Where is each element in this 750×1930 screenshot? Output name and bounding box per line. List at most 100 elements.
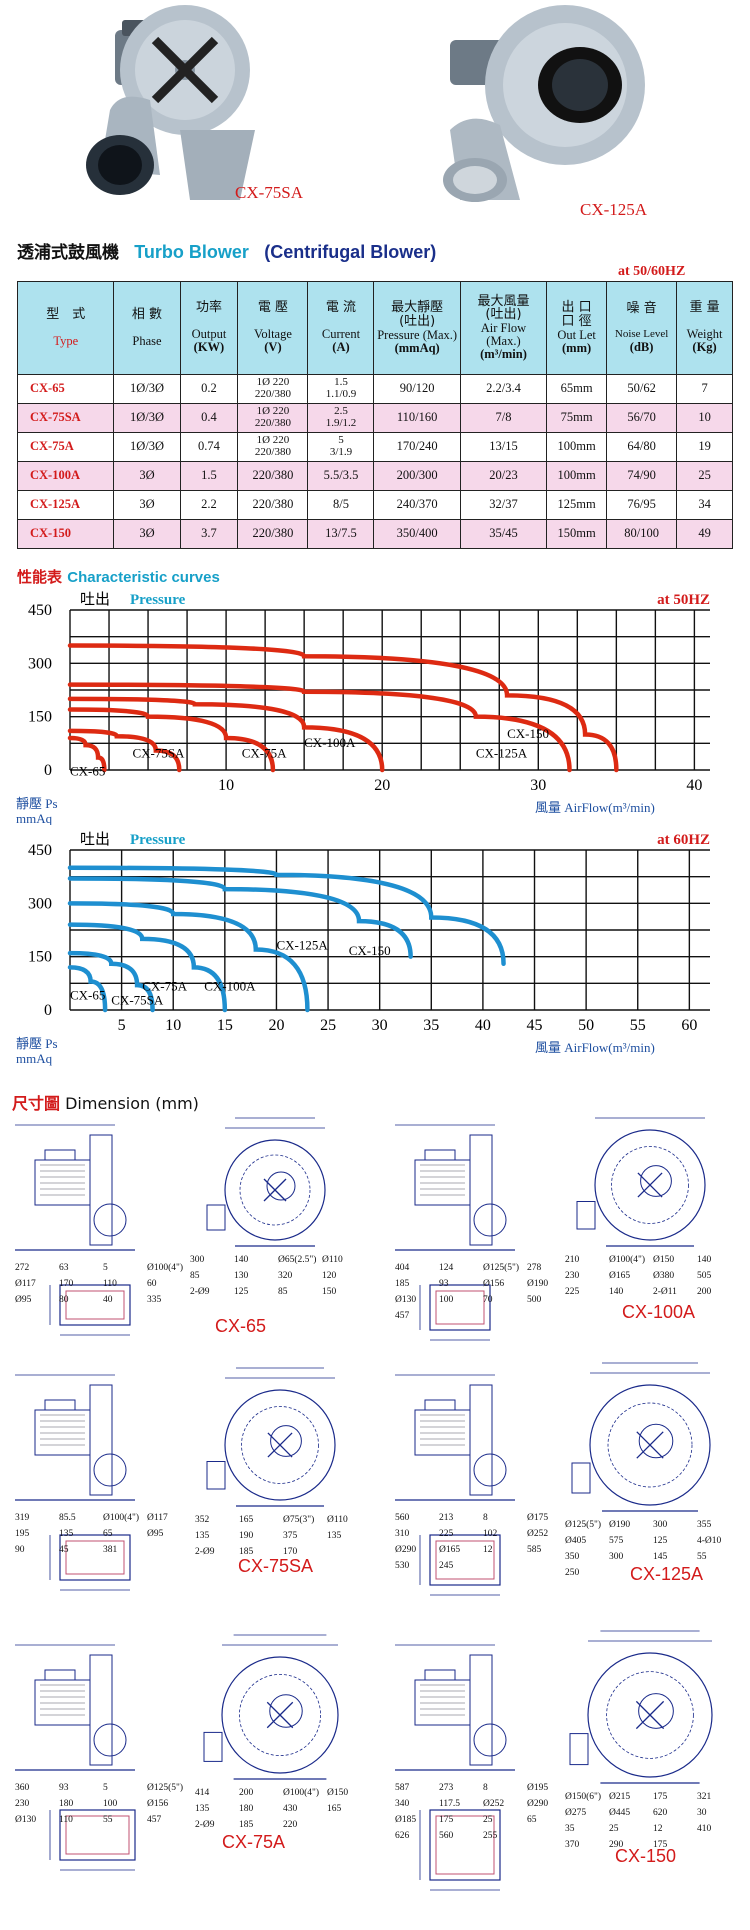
curve-label: CX-65: [70, 987, 105, 1002]
product-heading: 透浦式鼓風機 Turbo Blower (Centrifugal Blower): [17, 238, 436, 263]
cell-airflow: 32/37: [459, 490, 548, 520]
dim-value: 273: [439, 1783, 454, 1793]
cell-voltage: 220/380: [237, 461, 309, 491]
cell-outlet: 125mm: [546, 490, 608, 520]
dim-value: 90: [15, 1545, 25, 1555]
dim-value: 500: [527, 1295, 542, 1305]
cell-pressure: 350/400: [373, 519, 461, 549]
dim-value: 213: [439, 1513, 454, 1523]
frequency-note: at 50/60HZ: [618, 264, 686, 279]
dim-value: Ø405: [565, 1536, 586, 1546]
dim-value: Ø100(4"): [103, 1512, 139, 1523]
table-row: CX-75A 1Ø/3Ø 0.74 1Ø 220 220/380 5 3/1.9 1…: [16, 432, 733, 462]
x-tick-label: 45: [527, 1017, 543, 1034]
dim-value: Ø290: [527, 1799, 548, 1809]
dim-value: Ø65(2.5"): [278, 1254, 316, 1265]
dim-value: 12: [653, 1824, 663, 1834]
col-outlet: 出 口口 徑 Out Let (mm): [546, 281, 608, 375]
x-tick-label: 40: [686, 777, 702, 794]
dim-value: 278: [527, 1263, 542, 1273]
dim-value: 200: [239, 1788, 254, 1798]
dim-value: 225: [439, 1529, 454, 1539]
dim-value: 8: [483, 1513, 488, 1523]
dim-value: 180: [59, 1799, 74, 1809]
y-label-cn: 吐出: [80, 591, 110, 608]
x-tick-label: 50: [578, 1017, 594, 1034]
cell-model: CX-100A: [16, 461, 115, 491]
dim-value: 25: [483, 1815, 493, 1825]
dim-value: 55: [697, 1552, 707, 1562]
dim-value: Ø156: [147, 1799, 168, 1809]
dim-value: 170: [59, 1279, 74, 1289]
heading-cn: 透浦式鼓風機: [17, 243, 119, 263]
dim-value: 30: [697, 1808, 707, 1818]
dim-drawing-cx100: 404 124 Ø125(5") 278 185 93 Ø156 Ø190 Ø130 100 70 5…: [395, 1117, 712, 1341]
x-tick-label: 5: [118, 1017, 126, 1034]
dim-value: 360: [15, 1783, 30, 1793]
cell-weight: 7: [676, 374, 733, 404]
series-line-cx-100a: [67, 901, 310, 1013]
dim-value: 2-Ø9: [190, 1287, 210, 1297]
dim-value: 180: [239, 1804, 254, 1814]
dim-value: 585: [527, 1545, 542, 1555]
x-tick-label: 35: [423, 1017, 439, 1034]
curve-label: CX-65: [70, 763, 105, 778]
cell-current: 5 3/1.9: [307, 432, 375, 462]
x-tick-label: 40: [475, 1017, 491, 1034]
cell-outlet: 65mm: [546, 374, 608, 404]
dim-value: 245: [439, 1561, 454, 1571]
cell-outlet: 150mm: [546, 519, 608, 549]
dim-value: 560: [439, 1831, 454, 1841]
dim-value: 85: [190, 1271, 200, 1281]
dim-value: 70: [483, 1295, 493, 1305]
curve-label: CX-100A: [304, 735, 356, 750]
dim-value: 150: [322, 1287, 337, 1297]
col-voltage: 電 壓 Voltage (V): [237, 281, 309, 375]
dim-value: 140: [234, 1255, 249, 1265]
dim-value: 375: [283, 1531, 298, 1541]
dim-value: 120: [322, 1271, 337, 1281]
dim-value: 5: [103, 1783, 108, 1793]
dim-value: 4-Ø10: [697, 1536, 722, 1546]
y-tick-label: 150: [28, 709, 52, 726]
dim-value: 93: [439, 1279, 449, 1289]
dim-value: 35: [565, 1824, 575, 1834]
dim-value: 320: [278, 1271, 293, 1281]
dim-value: 505: [697, 1271, 712, 1281]
cell-voltage: 220/380: [237, 519, 309, 549]
cell-model: CX-75A: [16, 432, 115, 462]
dim-value: 560: [395, 1513, 410, 1523]
dim-value: Ø252: [527, 1529, 548, 1539]
dim-value: 40: [103, 1295, 113, 1305]
cell-pressure: 110/160: [373, 403, 461, 433]
dim-value: 321: [697, 1792, 712, 1802]
dim-value: 65: [103, 1529, 113, 1539]
photo-caption-cx125a: CX-125A: [580, 200, 648, 219]
dim-value: Ø110: [322, 1255, 343, 1265]
dim-value: Ø185: [395, 1815, 416, 1825]
dim-value: Ø110: [327, 1515, 348, 1525]
x-tick-label: 15: [217, 1017, 233, 1034]
y-tick-label: 150: [28, 949, 52, 966]
cell-outlet: 75mm: [546, 403, 608, 433]
y-axis-unit: mmAq: [16, 811, 53, 825]
dim-value: 130: [234, 1271, 249, 1281]
dim-value: 310: [395, 1529, 410, 1539]
dim-value: 381: [103, 1545, 118, 1555]
dim-value: Ø150: [653, 1255, 674, 1265]
dim-value: Ø150: [327, 1788, 348, 1798]
cell-noise: 64/80: [606, 432, 678, 462]
curve-label: CX-75SA: [132, 746, 185, 761]
dim-value: 185: [395, 1279, 410, 1289]
dim-value: Ø125(5"): [565, 1519, 601, 1530]
spec-table: 型 式 Type 相 數 Phase 功率 Output (KW) 電 壓 Voltage…: [16, 281, 733, 549]
dim-value: 200: [697, 1287, 712, 1297]
dim-value: Ø175: [527, 1513, 548, 1523]
dim-value: 319: [15, 1513, 30, 1523]
cell-noise: 80/100: [606, 519, 678, 549]
curve-label: CX-75SA: [111, 993, 164, 1008]
dim-value: 124: [439, 1263, 454, 1273]
cell-weight: 10: [676, 403, 733, 433]
cell-pressure: 240/370: [373, 490, 461, 520]
dim-value: 45: [59, 1545, 69, 1555]
